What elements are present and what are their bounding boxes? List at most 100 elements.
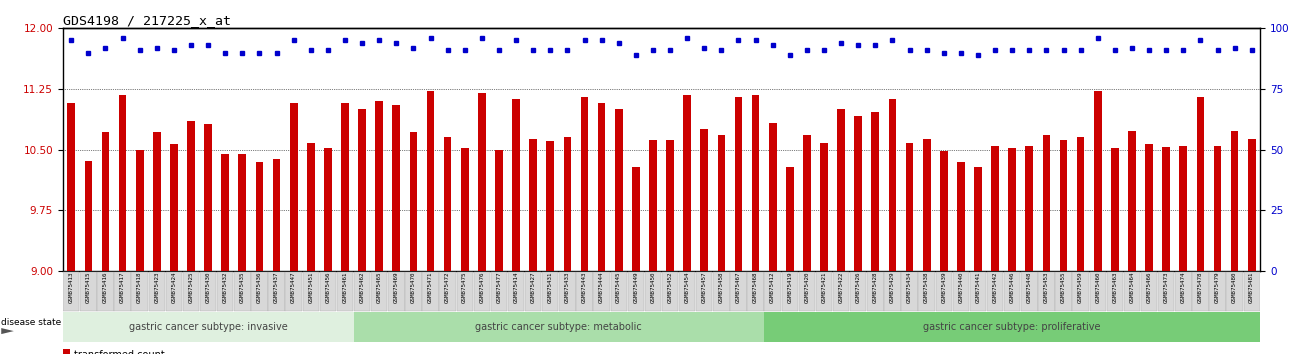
Bar bbox=[752, 95, 759, 271]
Text: GSM875439: GSM875439 bbox=[942, 272, 947, 303]
Text: GSM875426: GSM875426 bbox=[855, 272, 861, 303]
Text: GSM875450: GSM875450 bbox=[650, 272, 656, 303]
Bar bbox=[649, 140, 657, 271]
Text: GSM875473: GSM875473 bbox=[1164, 272, 1169, 303]
Bar bbox=[700, 129, 708, 271]
Text: GSM875434: GSM875434 bbox=[908, 272, 912, 303]
Text: GSM875462: GSM875462 bbox=[359, 272, 364, 303]
Text: GDS4198 / 217225_x_at: GDS4198 / 217225_x_at bbox=[63, 14, 231, 27]
FancyBboxPatch shape bbox=[97, 272, 114, 311]
FancyBboxPatch shape bbox=[1089, 272, 1106, 311]
FancyBboxPatch shape bbox=[1226, 272, 1243, 311]
FancyBboxPatch shape bbox=[183, 272, 200, 311]
Bar bbox=[1111, 148, 1119, 271]
FancyBboxPatch shape bbox=[867, 272, 884, 311]
Text: GSM875421: GSM875421 bbox=[821, 272, 827, 303]
Text: GSM875446: GSM875446 bbox=[1010, 272, 1015, 303]
Text: GSM875431: GSM875431 bbox=[547, 272, 552, 303]
Bar bbox=[1162, 147, 1170, 271]
Bar bbox=[444, 137, 452, 271]
FancyBboxPatch shape bbox=[525, 272, 542, 311]
FancyBboxPatch shape bbox=[149, 272, 165, 311]
Bar bbox=[1230, 131, 1238, 271]
Bar bbox=[581, 97, 588, 271]
Text: GSM875420: GSM875420 bbox=[804, 272, 810, 303]
Bar bbox=[63, 312, 354, 342]
Text: gastric cancer subtype: proliferative: gastric cancer subtype: proliferative bbox=[923, 321, 1101, 332]
Bar bbox=[803, 135, 811, 271]
FancyBboxPatch shape bbox=[970, 272, 986, 311]
Bar bbox=[888, 99, 896, 271]
FancyBboxPatch shape bbox=[850, 272, 866, 311]
Bar bbox=[1249, 139, 1255, 271]
Text: GSM875440: GSM875440 bbox=[959, 272, 964, 303]
Text: GSM875461: GSM875461 bbox=[342, 272, 347, 303]
Bar bbox=[410, 132, 417, 271]
Text: GSM875438: GSM875438 bbox=[925, 272, 929, 303]
Bar bbox=[341, 103, 349, 271]
Text: GSM875437: GSM875437 bbox=[274, 272, 279, 303]
Bar bbox=[375, 101, 383, 271]
Bar bbox=[427, 91, 435, 271]
Bar bbox=[63, 348, 69, 354]
Text: GSM875466: GSM875466 bbox=[1147, 272, 1152, 303]
Bar bbox=[358, 109, 366, 271]
Text: GSM875449: GSM875449 bbox=[633, 272, 639, 303]
Bar bbox=[529, 139, 537, 271]
Bar bbox=[461, 148, 469, 271]
FancyBboxPatch shape bbox=[234, 272, 251, 311]
Bar bbox=[940, 151, 948, 271]
FancyBboxPatch shape bbox=[559, 272, 576, 311]
Text: GSM875430: GSM875430 bbox=[205, 272, 210, 303]
Bar bbox=[564, 137, 571, 271]
FancyBboxPatch shape bbox=[730, 272, 747, 311]
FancyBboxPatch shape bbox=[696, 272, 713, 311]
Bar bbox=[632, 167, 640, 271]
Text: GSM875453: GSM875453 bbox=[1043, 272, 1049, 303]
FancyBboxPatch shape bbox=[286, 272, 302, 311]
Text: GSM875442: GSM875442 bbox=[993, 272, 998, 303]
Text: GSM875423: GSM875423 bbox=[154, 272, 159, 303]
Text: GSM875469: GSM875469 bbox=[394, 272, 398, 303]
FancyBboxPatch shape bbox=[354, 272, 371, 311]
Bar bbox=[1059, 140, 1067, 271]
FancyBboxPatch shape bbox=[781, 272, 798, 311]
Bar bbox=[1196, 97, 1204, 271]
Bar bbox=[820, 143, 828, 271]
FancyBboxPatch shape bbox=[1004, 272, 1020, 311]
FancyBboxPatch shape bbox=[1192, 272, 1208, 311]
Text: GSM875429: GSM875429 bbox=[889, 272, 895, 303]
Polygon shape bbox=[1, 328, 14, 334]
Text: GSM875424: GSM875424 bbox=[171, 272, 176, 303]
Bar bbox=[991, 145, 999, 271]
Text: GSM875416: GSM875416 bbox=[103, 272, 108, 303]
FancyBboxPatch shape bbox=[764, 272, 781, 311]
FancyBboxPatch shape bbox=[1072, 272, 1089, 311]
FancyBboxPatch shape bbox=[662, 272, 678, 311]
Text: GSM875448: GSM875448 bbox=[1027, 272, 1032, 303]
Text: GSM875427: GSM875427 bbox=[530, 272, 535, 303]
Text: GSM875464: GSM875464 bbox=[1130, 272, 1135, 303]
Text: GSM875445: GSM875445 bbox=[616, 272, 622, 303]
Text: GSM875451: GSM875451 bbox=[308, 272, 313, 303]
FancyBboxPatch shape bbox=[80, 272, 97, 311]
Bar bbox=[102, 132, 110, 271]
FancyBboxPatch shape bbox=[1106, 272, 1123, 311]
Text: GSM875417: GSM875417 bbox=[120, 272, 125, 303]
Text: GSM875425: GSM875425 bbox=[188, 272, 193, 303]
Text: GSM875444: GSM875444 bbox=[599, 272, 605, 303]
FancyBboxPatch shape bbox=[491, 272, 507, 311]
Bar bbox=[837, 109, 845, 271]
Bar bbox=[354, 312, 764, 342]
FancyBboxPatch shape bbox=[747, 272, 764, 311]
FancyBboxPatch shape bbox=[115, 272, 131, 311]
FancyBboxPatch shape bbox=[799, 272, 815, 311]
Bar bbox=[153, 132, 161, 271]
Text: gastric cancer subtype: invasive: gastric cancer subtype: invasive bbox=[129, 321, 287, 332]
Bar bbox=[923, 139, 930, 271]
FancyBboxPatch shape bbox=[457, 272, 473, 311]
Text: GSM875476: GSM875476 bbox=[479, 272, 485, 303]
Bar bbox=[204, 124, 212, 271]
FancyBboxPatch shape bbox=[268, 272, 285, 311]
FancyBboxPatch shape bbox=[935, 272, 952, 311]
